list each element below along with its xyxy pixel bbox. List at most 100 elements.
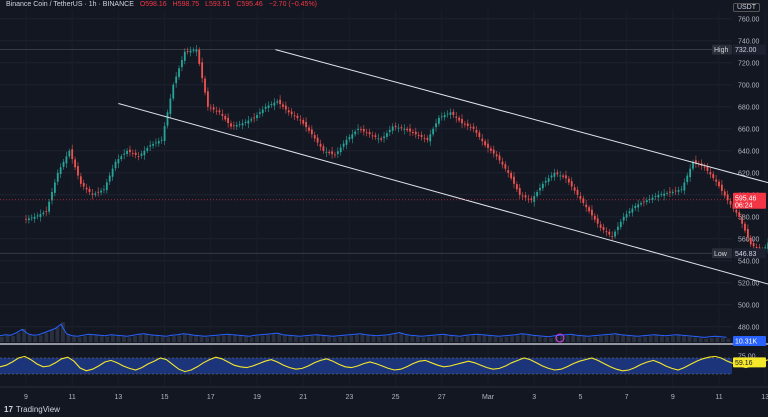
candle-body xyxy=(720,184,723,191)
candle-body xyxy=(172,84,175,99)
candle-body xyxy=(579,195,582,199)
volume-bar xyxy=(704,338,709,342)
volume-bar xyxy=(221,335,226,342)
candle-body xyxy=(469,126,472,128)
volume-bar xyxy=(343,336,348,342)
candle-body xyxy=(544,181,547,183)
volume-bar xyxy=(421,337,426,342)
volume-bar xyxy=(338,336,343,342)
candle-body xyxy=(582,198,585,204)
volume-bar xyxy=(88,334,93,342)
candle-body xyxy=(513,176,515,184)
volume-bar xyxy=(183,334,187,342)
volume-bar xyxy=(22,328,27,342)
volume-bar xyxy=(149,335,154,342)
volume-bar xyxy=(427,336,431,342)
candle-body xyxy=(160,139,163,141)
volume-bar xyxy=(16,332,21,342)
candle-body xyxy=(131,152,134,154)
candle-body xyxy=(631,208,634,213)
candle-body xyxy=(495,154,498,157)
candle-body xyxy=(45,211,48,212)
candle-body xyxy=(39,214,42,218)
candle-body xyxy=(282,104,284,107)
candle-body xyxy=(692,161,694,169)
candle-body xyxy=(183,51,186,61)
volume-bar xyxy=(643,336,648,342)
candle-body xyxy=(671,191,674,193)
volume-bar xyxy=(659,336,664,342)
volume-bar xyxy=(55,327,60,342)
candle-body xyxy=(585,204,588,208)
volume-bar xyxy=(388,335,393,342)
candle-body xyxy=(129,149,131,153)
candle-body xyxy=(189,50,192,53)
candle-body xyxy=(749,237,752,245)
candle-body xyxy=(157,141,160,144)
candle-body xyxy=(669,191,671,193)
x-tick-label: 11 xyxy=(69,394,76,401)
candle-body xyxy=(126,150,128,154)
volume-bar xyxy=(11,336,15,342)
candle-body xyxy=(640,203,642,205)
volume-bar xyxy=(532,336,537,342)
candle-body xyxy=(351,134,354,139)
candle-body xyxy=(149,145,152,147)
candle-body xyxy=(709,172,712,175)
candle-body xyxy=(65,156,68,164)
y-tick-label: 720.00 xyxy=(738,60,760,67)
candle-body xyxy=(677,190,680,192)
x-tick-label: 9 xyxy=(671,394,675,401)
candle-body xyxy=(530,198,533,201)
y-tick-label: 760.00 xyxy=(738,16,760,23)
candle-body xyxy=(354,131,357,135)
candle-body xyxy=(660,194,663,196)
candle-body xyxy=(215,110,218,112)
volume-bar xyxy=(77,337,82,342)
candle-body xyxy=(614,231,616,237)
volume-bar xyxy=(282,335,287,342)
candle-body xyxy=(313,135,316,139)
candle-body xyxy=(195,49,198,52)
symbol-title[interactable]: Binance Coin / TetherUS · 1h · BINANCE xyxy=(6,1,134,8)
candle-body xyxy=(400,127,403,129)
currency-button[interactable]: USDT xyxy=(732,3,760,12)
x-tick-label: 11 xyxy=(715,394,722,401)
volume-bar xyxy=(571,334,576,342)
candle-body xyxy=(556,172,559,175)
candle-body xyxy=(553,172,556,177)
candle-body xyxy=(723,191,726,196)
candle-body xyxy=(718,181,720,187)
candle-body xyxy=(362,128,365,132)
candle-body xyxy=(423,138,426,140)
candle-body xyxy=(478,132,481,138)
candle-body xyxy=(599,224,602,228)
candle-body xyxy=(310,129,313,135)
volume-bar xyxy=(449,336,454,342)
candle-body xyxy=(348,137,351,140)
candle-body xyxy=(550,175,553,178)
candle-body xyxy=(622,216,625,221)
candle-body xyxy=(414,131,417,135)
candle-body xyxy=(85,187,88,190)
volume-bar xyxy=(305,336,309,342)
volume-bar xyxy=(460,337,465,342)
candle-body xyxy=(166,112,169,126)
volume-bar xyxy=(593,336,598,342)
volume-bar xyxy=(49,330,54,342)
y-tick-label: 500.00 xyxy=(738,302,760,309)
volume-bar xyxy=(199,336,204,342)
candle-body xyxy=(59,167,62,174)
tradingview-logo-icon: 17 xyxy=(4,405,13,414)
candle-body xyxy=(683,182,686,191)
candle-body xyxy=(703,166,706,168)
volume-bar xyxy=(72,336,76,342)
candle-body xyxy=(244,121,247,123)
candle-body xyxy=(570,181,573,187)
candle-body xyxy=(371,135,374,137)
high-value: H598.75 xyxy=(172,1,200,8)
candle-body xyxy=(706,166,709,171)
volume-bar xyxy=(676,335,681,342)
